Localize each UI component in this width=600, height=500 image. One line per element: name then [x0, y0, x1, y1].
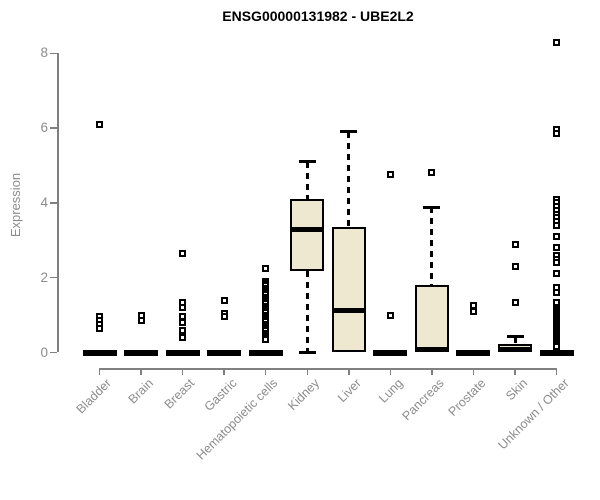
y-tick-label: 8: [40, 45, 48, 61]
whisker-lower: [305, 271, 309, 353]
x-axis-tick: [223, 368, 225, 375]
x-axis-tick: [472, 368, 475, 375]
median-line-pancreas: [414, 347, 449, 353]
outlier-point-prostate: [469, 307, 477, 315]
median-line-skin: [498, 347, 532, 352]
outlier-point-gastric: [220, 296, 228, 304]
outlier-point-brain: [137, 317, 145, 325]
outlier-point-bladder: [96, 324, 103, 332]
x-axis-tick: [431, 368, 433, 375]
outlier-point-unknown-other: [553, 343, 561, 351]
x-axis-tick: [140, 368, 142, 375]
boxplot-box-bladder: [82, 349, 117, 356]
x-axis-tick: [98, 368, 101, 375]
y-tick-label: 4: [40, 194, 48, 210]
y-axis-line: [57, 53, 59, 353]
outlier-point-unknown-other: [553, 244, 561, 252]
y-axis-tick: [50, 52, 57, 55]
outlier-point-breast: [179, 249, 187, 257]
x-axis-tick: [555, 368, 558, 375]
boxplot-box-lung: [373, 349, 408, 356]
whisker-cap-upper: [340, 130, 358, 134]
y-tick-label: 2: [40, 269, 48, 285]
boxplot-box-brain: [124, 349, 159, 356]
category-label-brain: Brain: [125, 376, 156, 407]
y-axis-tick: [50, 202, 57, 204]
x-axis-tick: [181, 368, 184, 375]
whisker-upper: [430, 207, 434, 286]
boxplot-box-unknown-other: [539, 349, 574, 356]
boxplot-box-kidney: [290, 199, 325, 272]
outlier-point-unknown-other: [553, 270, 561, 278]
outlier-point-unknown-other: [553, 233, 561, 241]
median-line-kidney: [290, 226, 325, 232]
y-axis-tick: [50, 276, 57, 279]
outlier-point-breast: [179, 326, 187, 334]
category-label-pancreas: Pancreas: [399, 376, 447, 424]
category-label-skin: Skin: [502, 376, 530, 404]
outlier-point-skin: [511, 240, 519, 248]
x-axis-tick: [348, 368, 350, 375]
outlier-point-unknown-other: [553, 38, 561, 46]
category-label-gastric: Gastric: [201, 376, 240, 414]
x-axis-tick: [389, 368, 392, 375]
outlier-point-hematopoietic-cells: [262, 264, 270, 272]
outlier-point-lung: [386, 311, 394, 319]
boxplot-box-hematopoietic-cells: [248, 349, 283, 356]
outlier-point-unknown-other: [553, 130, 561, 138]
whisker-upper: [513, 336, 517, 345]
category-label-kidney: Kidney: [285, 376, 323, 413]
x-axis-tick: [306, 368, 308, 375]
y-tick-label: 6: [40, 120, 48, 136]
x-axis-tick: [264, 368, 267, 375]
outlier-point-unknown-other: [553, 221, 561, 229]
y-axis-tick: [50, 351, 57, 354]
whisker-upper: [305, 161, 309, 200]
boxplot-box-pancreas: [414, 285, 449, 353]
whisker-cap-upper: [506, 335, 524, 339]
category-label-prostate: Prostate: [445, 376, 489, 419]
whisker-cap-lower: [298, 351, 316, 354]
boxplot-box-breast: [165, 349, 200, 356]
chart-title: ENSG00000131982 - UBE2L2: [222, 8, 414, 24]
outlier-point-lung: [386, 171, 394, 179]
outlier-point-breast: [179, 334, 187, 342]
whisker-cap-upper: [423, 205, 441, 209]
category-label-liver: Liver: [334, 376, 364, 406]
outlier-point-skin: [511, 262, 519, 270]
outlier-point-gastric: [220, 313, 228, 321]
boxplot-box-prostate: [456, 349, 491, 356]
outlier-point-unknown-other: [553, 289, 561, 297]
y-axis-tick: [50, 127, 57, 129]
median-line-liver: [331, 308, 366, 314]
category-label-unknown-other: Unknown / Other: [495, 376, 572, 453]
outlier-point-bladder: [96, 120, 103, 128]
outlier-point-breast: [179, 319, 187, 327]
outlier-point-skin: [511, 298, 519, 306]
y-tick-label: 0: [40, 344, 48, 360]
category-label-lung: Lung: [375, 376, 406, 406]
whisker-upper: [347, 131, 351, 228]
boxplot-box-gastric: [207, 349, 242, 356]
boxplot-box-liver: [331, 227, 366, 353]
category-label-hematopoietic-cells: Hematopoietic cells: [194, 376, 281, 463]
x-axis-line: [98, 368, 558, 370]
outlier-point-unknown-other: [553, 259, 561, 267]
category-label-breast: Breast: [162, 376, 198, 412]
whisker-cap-upper: [298, 160, 316, 164]
category-label-bladder: Bladder: [74, 376, 115, 417]
outlier-point-pancreas: [428, 169, 436, 177]
outlier-point-breast: [179, 304, 187, 312]
outlier-point-hematopoietic-cells: [262, 336, 270, 344]
x-axis-tick: [514, 368, 516, 375]
